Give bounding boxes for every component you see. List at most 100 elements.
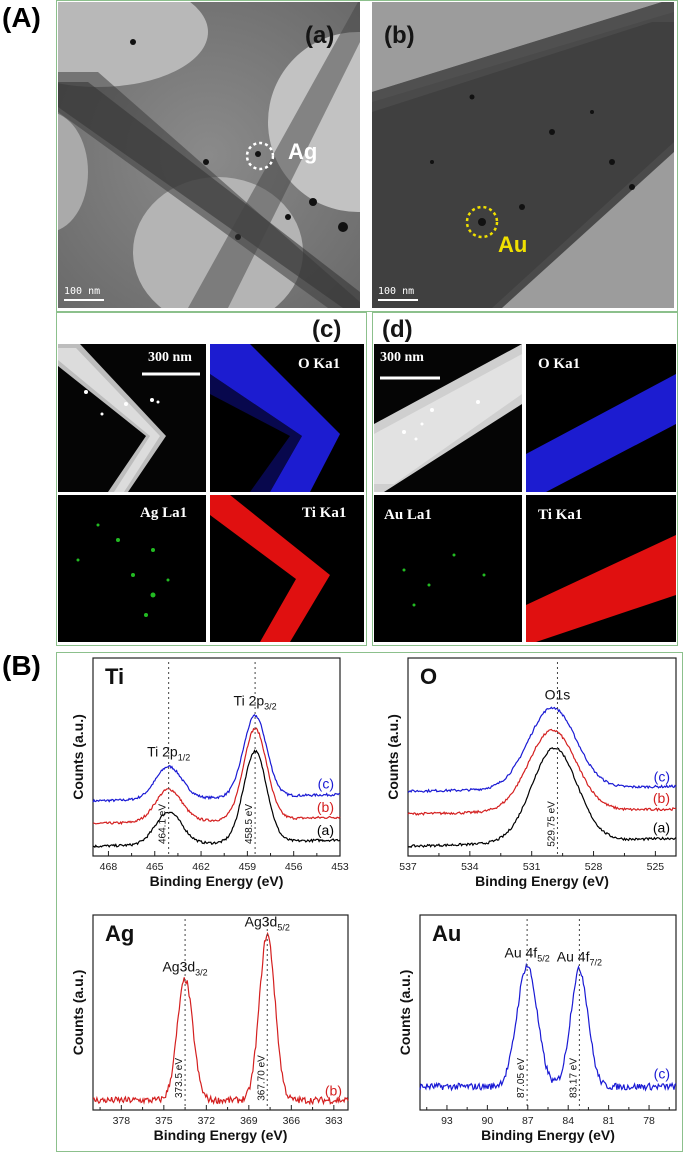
series-label: (b) — [325, 1083, 342, 1099]
eds-c-ti-map: Ti Ka1 — [210, 495, 364, 642]
eds-d-haadf-drawing — [374, 344, 522, 492]
eds-d-ti-map: Ti Ka1 — [526, 495, 676, 642]
eds-c-scale: 300 nm — [148, 350, 192, 365]
y-axis-label: Counts (a.u.) — [397, 970, 413, 1056]
x-tick-label: 93 — [441, 1115, 453, 1127]
tem-panel-a-letter: (a) — [305, 22, 335, 49]
tem-au-label: Au — [498, 232, 528, 257]
x-tick-label: 369 — [240, 1115, 258, 1127]
series-label: (c) — [654, 1066, 670, 1082]
plot-frame — [92, 914, 349, 1111]
section-label-a: (A) — [2, 2, 41, 33]
x-axis-label: Binding Energy (eV) — [475, 873, 609, 889]
tem-image-b: (b) Au 100 nm — [372, 2, 674, 308]
eds-d-au-label: Au La1 — [384, 507, 432, 523]
tem-b-scale: 100 nm — [378, 286, 415, 297]
tem-frame — [56, 0, 678, 312]
spectrum-c — [407, 706, 677, 794]
x-tick-label: 372 — [198, 1115, 216, 1127]
spectrum-c — [92, 713, 341, 803]
eds-c-o-map-drawing — [210, 344, 364, 492]
x-tick-label: 525 — [647, 861, 665, 873]
x-axis-label: Binding Energy (eV) — [154, 1127, 288, 1143]
spectrum-c — [419, 962, 677, 1092]
x-tick-label: 87 — [522, 1115, 534, 1127]
x-tick-label: 375 — [155, 1115, 173, 1127]
tem-ag-label: Ag — [288, 139, 318, 164]
tem-image-a: (a) Ag 100 nm — [58, 2, 360, 308]
series-label: (b) — [653, 790, 670, 806]
x-tick-label: 537 — [399, 861, 417, 873]
x-axis-label: Binding Energy (eV) — [150, 873, 284, 889]
eds-c-ag-map-drawing — [58, 495, 206, 642]
series-label: (b) — [317, 799, 334, 815]
spectrum-a — [92, 749, 341, 849]
eds-d-ti-map-drawing — [526, 495, 676, 642]
eds-d-o-label: O Ka1 — [538, 356, 581, 372]
x-tick-label: 81 — [603, 1115, 615, 1127]
series-label: (a) — [317, 822, 334, 838]
spectrum-b — [92, 727, 341, 826]
x-axis-label: Binding Energy (eV) — [481, 1127, 615, 1143]
xps-chart-au: Au 93 90 87 84 81 78 Binding Energy (eV) Counts … — [397, 914, 677, 1143]
xps-chart-ti: Ti 468 465 462 459 456 453 Binding Energy (eV) C… — [70, 657, 349, 889]
xps-frame — [56, 652, 683, 1152]
spectrum-b — [407, 728, 677, 816]
x-tick-label: 363 — [325, 1115, 343, 1127]
x-tick-label: 84 — [562, 1115, 574, 1127]
tem-image-b-drawing — [372, 2, 674, 308]
x-tick-label: 462 — [192, 861, 210, 873]
eds-c-ti-label: Ti Ka1 — [302, 505, 347, 521]
eds-d-ti-label: Ti Ka1 — [538, 507, 583, 523]
peak-label: O1s — [545, 686, 571, 702]
spectrum-b — [93, 931, 349, 1106]
element-label: O — [420, 664, 437, 689]
eds-c-haadf: 300 nm — [58, 344, 206, 492]
eds-c-ag-label: Ag La1 — [140, 505, 188, 521]
y-axis-label: Counts (a.u.) — [70, 970, 86, 1056]
plot-frame — [407, 657, 677, 857]
eds-panel-d-letter: (d) — [382, 316, 413, 343]
eds-c-ti-map-drawing — [210, 495, 364, 642]
energy-label: 373.5 eV — [174, 1058, 185, 1098]
eds-d-scale: 300 nm — [380, 350, 424, 365]
section-label-b: (B) — [2, 650, 41, 681]
eds-d-au-map-drawing — [374, 495, 522, 642]
x-tick-label: 90 — [482, 1115, 494, 1127]
eds-frame-c — [56, 312, 367, 646]
energy-label: 529.75 eV — [546, 801, 557, 847]
y-axis-label: Counts (a.u.) — [70, 714, 86, 800]
peak-label: Ti 2p1/2 — [147, 744, 190, 763]
x-tick-label: 378 — [113, 1115, 131, 1127]
energy-label: 464.1 eV — [158, 804, 169, 844]
eds-panel-c-letter: (c) — [312, 316, 342, 343]
xps-chart-ag: Ag 378 375 372 369 366 363 Binding Energy (eV) C… — [70, 914, 349, 1143]
tem-a-scale: 100 nm — [64, 286, 101, 297]
eds-d-o-map: O Ka1 — [526, 344, 676, 492]
eds-c-haadf-drawing — [58, 344, 206, 492]
x-tick-label: 468 — [100, 861, 118, 873]
eds-c-o-label: O Ka1 — [298, 356, 341, 372]
element-label: Ti — [105, 664, 124, 689]
x-tick-label: 366 — [283, 1115, 301, 1127]
plot-frame — [92, 657, 341, 857]
eds-c-ag-map: Ag La1 — [58, 495, 206, 642]
x-tick-label: 534 — [461, 861, 479, 873]
element-label: Au — [432, 921, 461, 946]
energy-label: 83.17 eV — [568, 1058, 579, 1098]
peak-label: Ag3d5/2 — [245, 914, 290, 933]
peak-label: Au 4f5/2 — [505, 945, 550, 964]
energy-label: 367.70 eV — [256, 1055, 267, 1101]
series-label: (c) — [318, 775, 334, 791]
peak-label: Ti 2p3/2 — [234, 693, 277, 712]
y-axis-label: Counts (a.u.) — [385, 714, 401, 800]
x-tick-label: 465 — [146, 861, 164, 873]
eds-d-au-map: Au La1 — [374, 495, 522, 642]
tem-image-a-drawing — [58, 2, 360, 308]
energy-label: 458.5 eV — [244, 804, 255, 844]
eds-d-o-map-drawing — [526, 344, 676, 492]
x-tick-label: 528 — [585, 861, 603, 873]
x-tick-label: 459 — [239, 861, 257, 873]
series-label: (a) — [653, 819, 670, 835]
